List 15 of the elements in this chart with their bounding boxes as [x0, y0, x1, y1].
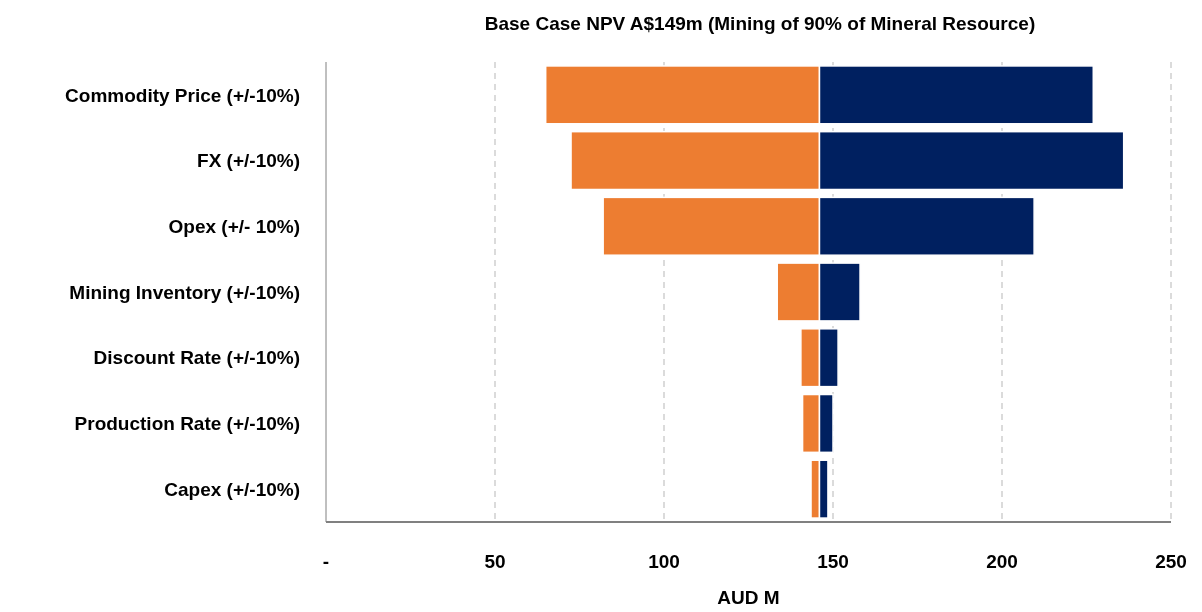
y-tick-label: Production Rate (+/-10%) — [74, 413, 300, 435]
y-tick-label: Opex (+/- 10%) — [168, 215, 300, 237]
x-tick-label: 200 — [986, 551, 1018, 572]
x-axis-title: AUD M — [717, 587, 780, 608]
chart-title: Base Case NPV A$149m (Mining of 90% of Mineral Resource) — [484, 13, 1036, 34]
x-tick-label: 150 — [817, 551, 849, 572]
x-tick-label: - — [322, 551, 330, 572]
y-tick-label: Commodity Price (+/-10%) — [65, 84, 300, 106]
y-tick-label: Capex (+/-10%) — [164, 478, 300, 500]
y-tick-label: Discount Rate (+/-10%) — [93, 347, 300, 369]
y-tick-label: FX (+/-10%) — [197, 150, 300, 172]
x-tick-label: 50 — [484, 551, 506, 572]
x-tick-label: 100 — [648, 551, 680, 572]
x-tick-label: 250 — [1155, 551, 1187, 572]
y-tick-label: Mining Inventory (+/-10%) — [69, 281, 300, 303]
